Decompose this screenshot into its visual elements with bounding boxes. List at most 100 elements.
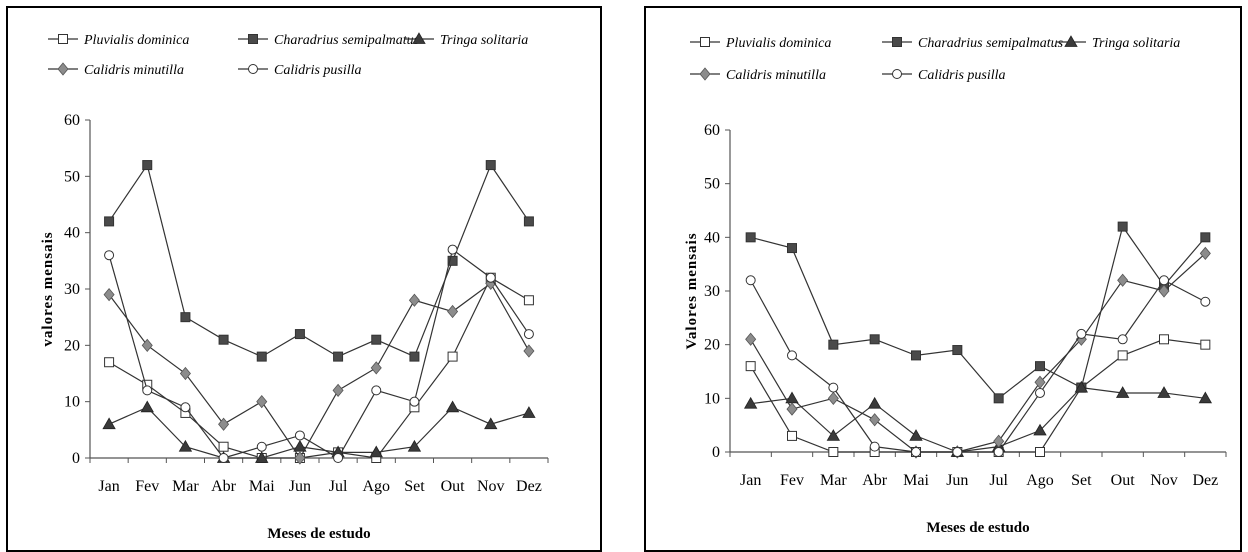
data-point: [447, 244, 458, 255]
data-point: [523, 344, 535, 358]
x-tick-label: Dez: [516, 478, 542, 495]
legend-item: Calidris minutilla: [48, 62, 184, 78]
x-tick-label: Mar: [172, 478, 199, 495]
x-tick-label: Jan: [98, 478, 119, 495]
data-point: [745, 275, 756, 286]
x-tick-label: Set: [404, 478, 425, 495]
legend-marker: [248, 34, 258, 44]
legend-item: Charadrius semipalmatus: [882, 36, 1064, 51]
y-tick-label: 40: [64, 225, 80, 242]
data-point: [255, 451, 269, 463]
legend-label: Charadrius semipalmatus: [274, 33, 420, 48]
data-point: [523, 329, 534, 340]
data-point: [103, 288, 115, 302]
series: [104, 160, 534, 362]
data-point: [485, 160, 496, 171]
y-tick-label: 10: [64, 394, 80, 411]
data-point: [1157, 386, 1171, 398]
data-point: [445, 400, 460, 413]
series: [103, 276, 535, 465]
x-tick-label: Dez: [1192, 472, 1218, 489]
x-axis-title: Meses de estudo: [926, 520, 1029, 536]
data-point: [142, 385, 153, 396]
y-axis-title: Valores mensais: [684, 232, 700, 349]
legend-item: Tringa solitaria: [1056, 35, 1180, 51]
data-point: [102, 417, 116, 430]
data-point: [952, 447, 963, 457]
data-point: [1115, 386, 1130, 398]
data-point: [1200, 296, 1211, 307]
data-point: [294, 430, 305, 441]
data-point: [1200, 339, 1211, 350]
legend-label: Calidris pusilla: [918, 68, 1006, 83]
x-tick-label: Nov: [1150, 472, 1178, 489]
data-point: [952, 345, 963, 356]
series: [745, 334, 1211, 457]
data-point: [180, 312, 191, 323]
y-tick-label: 30: [704, 283, 720, 300]
data-point: [407, 439, 422, 452]
data-point: [869, 441, 880, 452]
series: [104, 244, 534, 463]
data-point: [828, 447, 839, 457]
series-line: [750, 386, 1206, 453]
series-line: [108, 276, 530, 459]
x-tick-label: Set: [1071, 472, 1092, 489]
data-point: [867, 396, 882, 409]
data-point: [743, 396, 758, 409]
data-point: [1035, 447, 1045, 457]
data-point: [104, 216, 115, 227]
legend-marker: [1064, 35, 1078, 47]
x-tick-label: Mai: [249, 478, 275, 495]
chart-panel-right: Pluvialis dominica Charadrius semipalmatu…: [644, 6, 1242, 552]
data-point: [745, 361, 756, 372]
data-point: [294, 451, 306, 465]
legend-marker: [892, 69, 902, 79]
data-point: [993, 393, 1004, 404]
legend-label: Pluvialis dominica: [83, 33, 189, 48]
legend: Pluvialis dominica Charadrius semipalmatu…: [690, 35, 1180, 83]
data-point: [256, 395, 268, 409]
data-point: [1035, 361, 1045, 372]
data-point: [293, 439, 307, 452]
data-point: [447, 304, 459, 319]
legend-marker: [58, 34, 68, 44]
legend-item: Charadrius semipalmatus: [238, 33, 420, 48]
data-point: [1033, 423, 1047, 436]
data-point: [371, 334, 382, 345]
x-tick-label: Mai: [903, 472, 929, 489]
legend-item: Pluvialis dominica: [690, 36, 831, 51]
data-point: [1117, 273, 1129, 287]
data-point: [1159, 334, 1169, 345]
data-point: [447, 351, 458, 362]
data-point: [140, 400, 154, 413]
legend-marker: [892, 37, 902, 47]
y-tick-label: 30: [64, 281, 80, 298]
data-point: [484, 417, 498, 430]
series: [745, 221, 1211, 404]
y-tick-label: 10: [704, 390, 720, 407]
legend: Pluvialis dominica Charadrius semipalmatu…: [48, 32, 528, 78]
legend-marker: [412, 32, 426, 44]
series-line: [108, 163, 530, 358]
series: [745, 246, 1211, 459]
data-point: [787, 430, 797, 441]
legend-item: Calidris pusilla: [238, 63, 362, 78]
x-tick-label: Ago: [362, 478, 390, 495]
data-point: [745, 332, 757, 346]
data-point: [370, 361, 382, 375]
data-point: [180, 402, 191, 413]
data-point: [869, 334, 880, 345]
data-point: [256, 351, 267, 362]
data-point: [909, 429, 923, 441]
series-line: [750, 279, 1206, 453]
legend-label: Pluvialis dominica: [725, 36, 831, 51]
data-point: [786, 402, 798, 416]
y-tick-label: 60: [64, 112, 80, 129]
data-point: [1117, 334, 1128, 345]
x-tick-label: Jul: [989, 472, 1008, 489]
y-tick-label: 40: [704, 229, 720, 246]
data-point: [1158, 284, 1170, 298]
data-point: [485, 272, 496, 283]
data-point: [447, 255, 458, 266]
